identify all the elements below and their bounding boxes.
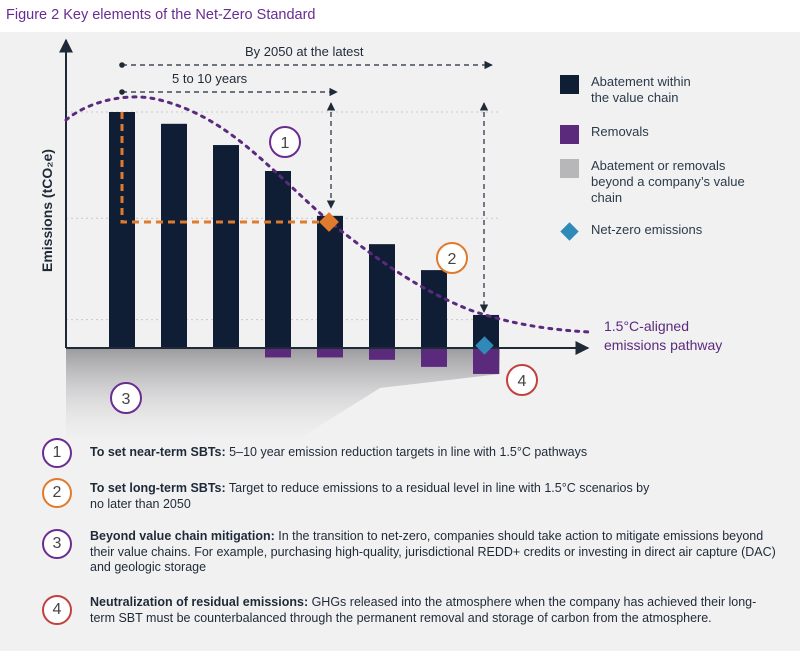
abatement-bar	[161, 123, 187, 348]
pathway-label-line1: 1.5°C-aligned	[604, 318, 689, 334]
note-text-2: To set long-term SBTs: Target to reduce …	[90, 481, 650, 512]
note-number-4: 4	[42, 595, 72, 625]
note-title-1: To set near-term SBTs:	[90, 445, 226, 459]
removals-bar	[369, 348, 395, 360]
pathway-label-line2: emissions pathway	[604, 337, 722, 353]
legend-label-abatement: Abatement within the value chain	[591, 74, 691, 105]
note-title-4: Neutralization of residual emissions:	[90, 595, 309, 609]
beyond-value-chain-swatch	[560, 159, 579, 178]
pathway-curve	[64, 95, 592, 334]
note-text-1: To set near-term SBTs: 5–10 year emissio…	[90, 445, 730, 461]
removals-bar	[265, 348, 291, 358]
y-axis-label: Emissions (tCO₂e)	[39, 149, 55, 272]
by-2050-label: By 2050 at the latest	[245, 44, 364, 59]
svg-text:2: 2	[448, 251, 457, 268]
near-term-target-diamond	[319, 212, 339, 232]
legend-label-removals: Removals	[591, 124, 649, 139]
note-number-3: 3	[42, 529, 72, 559]
removals-bar	[317, 348, 343, 358]
figure-title: Figure 2 Key elements of the Net-Zero St…	[6, 7, 316, 23]
note-body-2: Target to reduce emissions to a residual…	[90, 481, 650, 511]
legend-label-beyond-value-chain: Abatement or removals beyond a company’s…	[591, 158, 745, 205]
note-text-4: Neutralization of residual emissions: GH…	[90, 595, 780, 626]
note-body-1: 5–10 year emission reduction targets in …	[225, 445, 588, 459]
legend-label-net-zero: Net-zero emissions	[591, 222, 703, 237]
legend-item-abatement: Abatement within the value chain	[560, 74, 711, 106]
removals-bar	[421, 348, 447, 367]
beyond-value-chain-area	[66, 348, 500, 438]
bars	[109, 112, 499, 374]
legend-item-removals: Removals	[560, 124, 791, 144]
svg-text:4: 4	[518, 373, 527, 390]
note-title-3: Beyond value chain mitigation:	[90, 529, 275, 543]
note-text-3: Beyond value chain mitigation: In the tr…	[90, 529, 780, 576]
abatement-bar	[421, 270, 447, 348]
note-body-3: In the transition to net-zero, companies…	[90, 529, 776, 574]
legend-item-beyond-value-chain: Abatement or removals beyond a company’s…	[560, 158, 761, 206]
abatement-bar	[109, 112, 135, 348]
legend-item-net-zero: Net-zero emissions	[560, 222, 791, 241]
step-marker-4: 4	[506, 364, 538, 396]
svg-text:1: 1	[281, 135, 290, 152]
abatement-bar	[369, 244, 395, 348]
abatement-swatch	[560, 75, 579, 94]
removals-swatch	[560, 125, 579, 144]
step-marker-3: 3	[110, 382, 142, 414]
note-number-1: 1	[42, 438, 72, 468]
note-number-2: 2	[42, 478, 72, 508]
svg-text:3: 3	[122, 391, 131, 408]
abatement-bar	[265, 171, 291, 348]
step-marker-2: 2	[436, 242, 468, 274]
note-title-2: To set long-term SBTs:	[90, 481, 226, 495]
abatement-bar	[317, 215, 343, 348]
net-zero-diamond	[475, 336, 494, 355]
five-to-ten-years-label: 5 to 10 years	[172, 71, 248, 86]
near-term-target-line	[120, 112, 329, 224]
step-marker-1: 1	[269, 126, 301, 158]
net-zero-diamond-icon	[560, 222, 579, 241]
abatement-bar	[213, 145, 239, 348]
note-body-4: GHGs released into the atmosphere when t…	[90, 595, 757, 625]
